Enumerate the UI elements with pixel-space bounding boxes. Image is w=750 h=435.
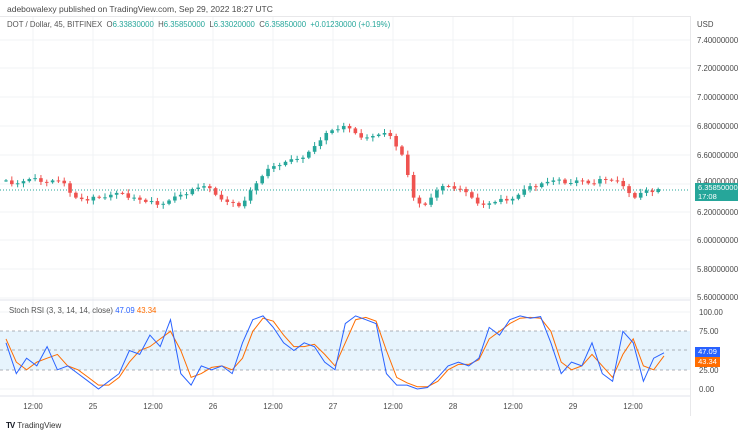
current-price-badge: 6.35850000 17:08 (695, 183, 738, 201)
price-tick: 7.40000000 (697, 36, 739, 45)
published-by-text: adebowalexy published on TradingView.com… (7, 4, 273, 14)
stoch-rsi-d-line (5, 316, 665, 388)
open-value: 6.33830000 (112, 20, 154, 29)
time-label: 28 (448, 402, 458, 411)
price-tick: 5.60000000 (697, 293, 739, 302)
close-value: 6.35850000 (264, 20, 307, 29)
rsi-band (0, 331, 690, 370)
price-tick: 6.20000000 (697, 208, 739, 217)
rsi-d-value: 43.34 (136, 306, 157, 315)
time-label: 12:00 (503, 402, 523, 411)
symbol-label[interactable]: DOT / Dollar, 45, BITFINEX (7, 20, 103, 29)
stoch-rsi-k-line (5, 315, 665, 390)
bar-countdown: 17:08 (698, 191, 717, 201)
price-tick: 7.20000000 (697, 64, 739, 73)
low-value: 6.33020000 (213, 20, 255, 29)
price-tick: 6.60000000 (697, 151, 739, 160)
rsi-tick: 100.00 (699, 308, 723, 317)
time-label: 12:00 (383, 402, 403, 411)
price-gridlines (0, 39, 690, 299)
rsi-band-lines (0, 330, 690, 371)
rsi-tick: 25.00 (699, 366, 719, 375)
rsi-tick: 75.00 (699, 327, 719, 336)
tradingview-icon: TV (6, 421, 15, 430)
change-value: +0.01230000 (+0.19%) (310, 20, 391, 29)
price-tick: 6.80000000 (697, 122, 739, 131)
time-label: 12:00 (623, 402, 643, 411)
chart-frame (0, 16, 691, 416)
price-tick: 5.80000000 (697, 265, 739, 274)
time-label: 12:00 (263, 402, 283, 411)
rsi-tick: 0.00 (699, 385, 715, 394)
stoch-rsi-legend[interactable]: Stoch RSI (3, 3, 14, 14, close) 47.09 43… (9, 306, 157, 315)
rsi-d-badge: 43.34 (695, 357, 720, 367)
high-value: 6.35850000 (163, 20, 205, 29)
price-tick: 6.00000000 (697, 236, 739, 245)
time-label: 12:00 (23, 402, 43, 411)
time-label: 26 (208, 402, 218, 411)
ohlc-legend: DOT / Dollar, 45, BITFINEX O6.33830000 H… (7, 20, 391, 29)
price-tick: 6.40000000 (697, 177, 739, 186)
candlestick-series (4, 122, 660, 209)
rsi-k-badge: 47.09 (695, 347, 720, 357)
tradingview-logo[interactable]: TV TradingView (6, 421, 62, 430)
time-label: 27 (328, 402, 338, 411)
price-tick: 7.00000000 (697, 93, 739, 102)
currency-label: USD (697, 20, 714, 29)
time-label: 25 (88, 402, 98, 411)
time-label: 29 (568, 402, 578, 411)
rsi-k-value: 47.09 (115, 306, 135, 315)
time-label: 12:00 (143, 402, 163, 411)
